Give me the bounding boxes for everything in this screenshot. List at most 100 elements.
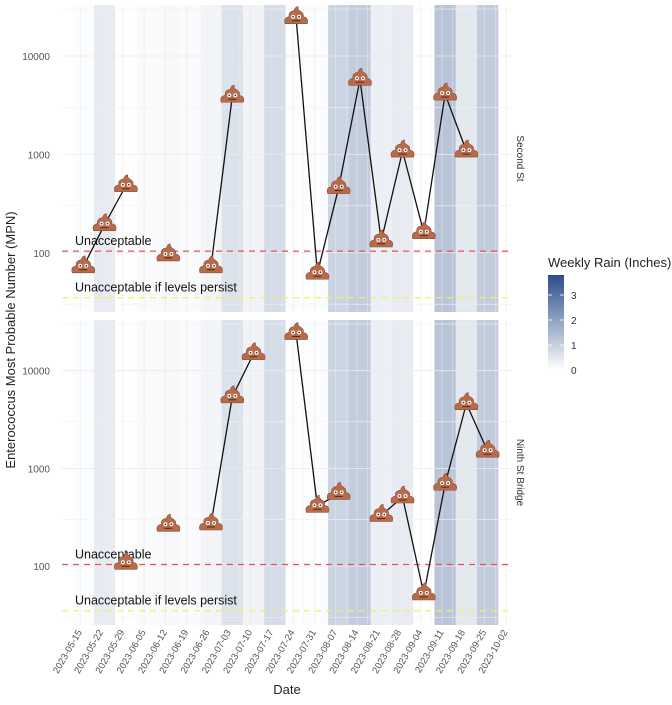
poo-pupil — [127, 561, 130, 564]
poo-marker — [348, 67, 372, 86]
rain-band — [413, 320, 435, 625]
poo-body — [92, 213, 117, 231]
legend-tick-label: 2 — [571, 316, 577, 327]
poo-marker — [199, 512, 223, 531]
poo-pupil — [228, 94, 231, 97]
series-segment — [423, 484, 446, 595]
rain-band — [455, 5, 478, 312]
poo-pupil — [234, 394, 237, 397]
poo-pupil — [164, 523, 167, 526]
poo-marker — [390, 139, 415, 158]
poo-pupil — [334, 491, 337, 494]
poo-marker — [412, 582, 436, 601]
rain-band — [72, 5, 94, 312]
rain-band — [306, 320, 329, 625]
poo-marker — [241, 342, 266, 361]
rain-band — [455, 320, 478, 625]
poo-pupil — [462, 149, 465, 152]
poo-pupil — [106, 222, 109, 225]
poo-pupil — [170, 253, 173, 255]
poo-pupil — [85, 264, 88, 267]
rain-band — [285, 320, 307, 625]
rain-band — [264, 320, 286, 625]
poo-pupil — [207, 522, 209, 524]
rain-band — [328, 5, 350, 312]
y-tick-label: 100 — [33, 562, 50, 573]
rain-band — [72, 320, 94, 625]
poo-body — [71, 255, 96, 274]
poo-marker — [284, 6, 308, 25]
poo-marker — [92, 213, 117, 231]
poo-body — [114, 174, 138, 193]
rain-band — [477, 5, 499, 312]
poo-pupil — [419, 592, 422, 594]
series-segment — [380, 150, 404, 242]
poo-pupil — [441, 482, 444, 485]
poo-body — [454, 139, 479, 158]
legend-tick-label: 3 — [571, 291, 577, 302]
poo-body — [241, 342, 266, 361]
poo-pupil — [298, 331, 301, 334]
poo-marker — [305, 494, 330, 513]
series-segment — [444, 403, 468, 485]
series-segment — [338, 79, 361, 188]
poo-body — [114, 551, 138, 570]
poo-pupil — [292, 15, 295, 18]
poo-body — [433, 82, 457, 101]
poo-body — [412, 221, 436, 239]
rain-band — [391, 320, 414, 625]
legend-colorbar — [548, 275, 564, 370]
threshold-label: Unacceptable — [75, 234, 151, 248]
poo-pupil — [447, 92, 450, 95]
poo-marker — [199, 255, 223, 274]
poo-pupil — [468, 149, 471, 152]
poo-marker — [475, 439, 500, 458]
poo-body — [390, 485, 415, 504]
poo-pupil — [313, 271, 316, 274]
poo-body — [475, 439, 500, 458]
poo-body — [390, 139, 415, 158]
poo-body — [348, 67, 372, 86]
poo-body — [433, 472, 457, 491]
poo-pupil — [462, 401, 465, 404]
series-segment — [423, 94, 446, 233]
y-tick-label: 1000 — [28, 150, 51, 161]
rain-band — [179, 5, 201, 312]
rain-band — [136, 5, 158, 312]
series-segment — [210, 396, 233, 525]
poo-pupil — [127, 183, 130, 186]
poo-pupil — [292, 331, 295, 334]
rain-band — [242, 5, 265, 312]
threshold-label: Unacceptable if levels persist — [75, 281, 237, 295]
poo-pupil — [234, 94, 237, 97]
poo-body — [305, 494, 330, 513]
rain-band — [93, 320, 116, 625]
threshold-label: Unacceptable — [75, 547, 151, 561]
panel-second-st: 100 1000 10000 Unacceptable Unacceptable if … — [22, 5, 525, 312]
series-segment — [465, 403, 489, 452]
poo-pupil — [79, 264, 82, 267]
poo-body — [305, 261, 330, 280]
y-axis-title: Enterococcus Most Probable Number (MPN) — [3, 211, 18, 468]
poo-body — [369, 229, 394, 248]
poo-body — [412, 582, 436, 601]
rain-band — [370, 320, 392, 625]
poo-pupil — [340, 185, 343, 188]
poo-body — [369, 504, 394, 522]
poo-pupil — [441, 92, 444, 95]
poo-marker — [369, 504, 394, 522]
poo-marker — [433, 82, 457, 101]
rain-band — [477, 320, 499, 625]
rain-band — [115, 5, 137, 312]
poo-pupil — [170, 523, 173, 526]
poo-body — [326, 482, 351, 500]
poo-body — [220, 385, 245, 404]
rain-band — [200, 320, 222, 625]
poo-pupil — [313, 504, 316, 507]
poo-marker — [412, 221, 436, 239]
rain-band — [434, 320, 456, 625]
poo-pupil — [356, 77, 358, 80]
poo-pupil — [340, 491, 343, 494]
poo-pupil — [425, 592, 428, 594]
rain-band — [157, 5, 180, 312]
